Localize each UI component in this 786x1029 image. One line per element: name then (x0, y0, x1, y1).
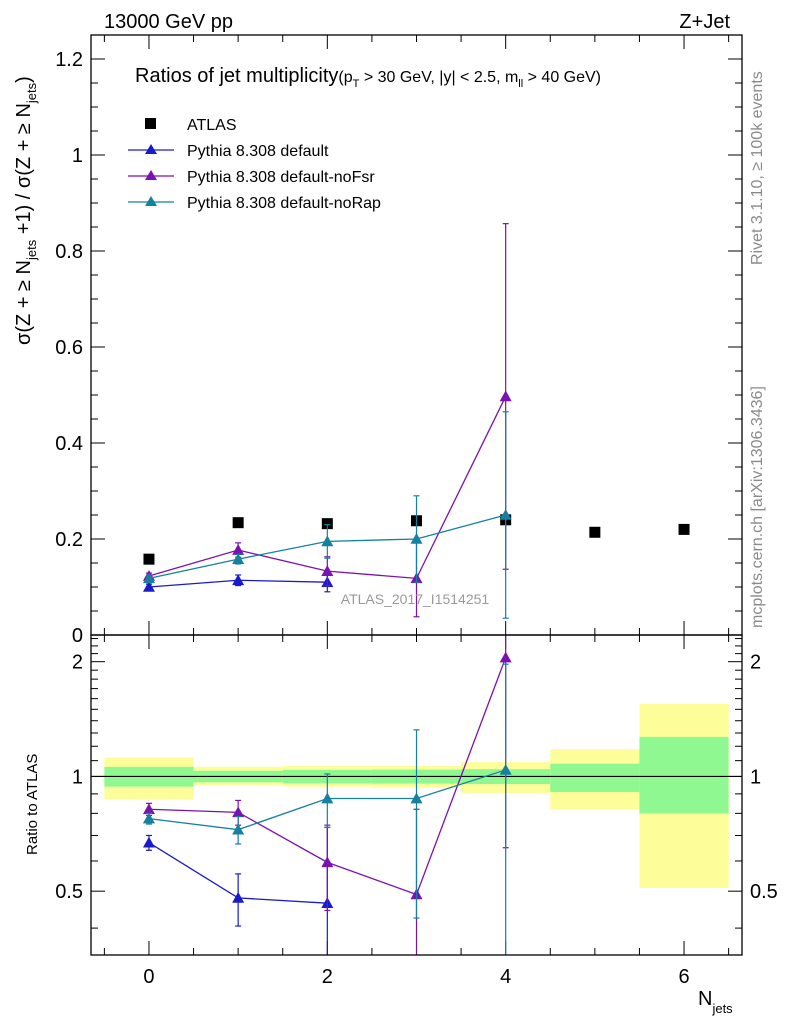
main-y-tick-label: 0.4 (55, 433, 83, 455)
data-point-noRap (499, 509, 512, 520)
data-point-noFsr (499, 390, 512, 402)
atlas-data-point (143, 553, 155, 565)
ratio-point-noRap (321, 792, 334, 804)
data-point-noFsr (321, 565, 334, 576)
data-point-default (232, 574, 245, 586)
ratio-series (142, 635, 512, 955)
x-tick-label: 4 (500, 966, 511, 988)
legend-marker-nofsr (145, 170, 157, 180)
data-point-noRap (232, 553, 245, 564)
ratio-y-tick-label: 1 (72, 766, 83, 788)
chart-title: Ratios of jet multiplicity(pT > 30 GeV, … (135, 65, 601, 90)
ratio-frame (90, 634, 743, 956)
main-y-tick-label: 0.2 (55, 529, 83, 551)
main-y-label: σ(Z + ≥ Njets +1) / σ(Z + ≥ Njets) (13, 76, 39, 345)
ratio-y-label: Ratio to ATLAS (24, 754, 41, 855)
x-tick-label: 0 (143, 966, 154, 988)
main-panel: 0 0.2 0.4 0.6 0.8 1 1.2 ATLAS_2017_I1514251 Ra… (13, 34, 743, 647)
uncertainty-band-stat (550, 763, 640, 793)
ratio-y-tick-label-right: 2 (750, 652, 761, 674)
rivet-label: Rivet 3.1.10, ≥ 100k events (749, 71, 766, 265)
main-series (142, 223, 690, 619)
legend-label-norap: Pythia 8.308 default-noRap (187, 195, 381, 212)
legend: ATLAS Pythia 8.308 default Pythia 8.308 … (128, 117, 381, 212)
data-point-default (142, 581, 155, 592)
main-y-tick-label: 0.6 (55, 337, 83, 359)
mcplots-label: mcplots.cern.ch [arXiv:1306.3436] (749, 386, 766, 628)
ratio-point-default (142, 836, 155, 848)
ratio-point-noFsr (499, 651, 512, 663)
legend-label-default: Pythia 8.308 default (187, 143, 329, 160)
atlas-data-point (232, 517, 244, 529)
ratio-y-tick-label: 0.5 (55, 881, 83, 903)
uncertainty-band-stat (639, 736, 729, 814)
ratio-panel: 0.5 0.5 1 1 2 2 0 2 4 6 Ratio to ATLAS Njets (24, 634, 778, 1016)
ratio-point-default (232, 891, 245, 903)
ratio-point-noFsr (142, 803, 155, 815)
main-y-tick-label: 1 (72, 145, 83, 167)
data-point-noRap (410, 533, 423, 544)
x-tick-label: 6 (678, 966, 689, 988)
process-label: Z+Jet (679, 11, 730, 33)
main-y-tick-label: 1.2 (55, 49, 83, 71)
main-y-tick-label: 0.8 (55, 241, 83, 263)
legend-label-atlas: ATLAS (187, 117, 237, 134)
ratio-y-tick-label-right: 1 (750, 766, 761, 788)
ratio-point-noRap (232, 823, 245, 835)
legend-marker-default (145, 144, 157, 154)
data-point-noRap (142, 572, 155, 584)
legend-label-nofsr: Pythia 8.308 default-noFsr (187, 169, 375, 186)
atlas-data-point (589, 526, 601, 538)
main-ticks: 0 0.2 0.4 0.6 0.8 1 1.2 (55, 34, 742, 647)
data-point-noFsr (232, 544, 245, 555)
ratio-point-noFsr (232, 806, 245, 818)
ratio-ticks: 0.5 0.5 1 1 2 2 0 2 4 6 (55, 635, 778, 988)
x-axis-label: Njets (698, 988, 733, 1016)
ratio-point-noRap (410, 792, 423, 804)
ratio-y-tick-label: 2 (72, 652, 83, 674)
atlas-data-point (321, 518, 333, 530)
atlas-data-point (678, 523, 690, 535)
main-y-tick-label: 0 (72, 625, 83, 647)
ratio-point-noRap (499, 763, 512, 775)
ratio-point-noRap (142, 812, 155, 824)
watermark: ATLAS_2017_I1514251 (341, 591, 490, 607)
legend-marker-norap (145, 196, 157, 206)
energy-label: 13000 GeV pp (104, 11, 233, 33)
data-point-noRap (321, 535, 334, 547)
ratio-y-tick-label-right: 0.5 (750, 881, 778, 903)
x-tick-label: 2 (322, 966, 333, 988)
legend-marker-atlas (145, 118, 156, 129)
ratio-point-noFsr (321, 856, 334, 868)
